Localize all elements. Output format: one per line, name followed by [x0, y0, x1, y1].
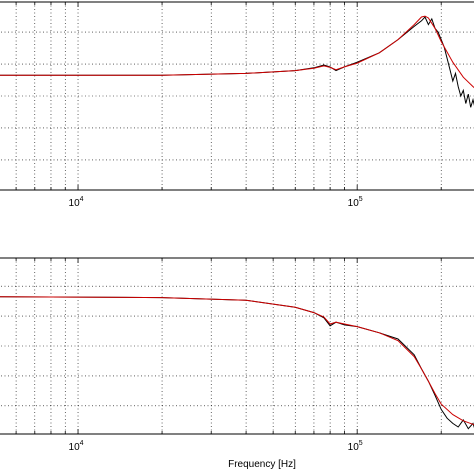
bottom-panel-grid — [0, 258, 474, 434]
fitted-series-line — [0, 15, 474, 89]
top-panel-frame — [0, 1, 474, 191]
x-axis-label: Frequency [Hz] — [228, 459, 296, 470]
x-tick-label: 105 — [348, 440, 363, 453]
top-panel-grid — [0, 2, 474, 190]
x-tick-label: 104 — [69, 440, 84, 453]
bottom-panel-series — [0, 296, 474, 430]
bottom-panel-frame — [0, 257, 474, 435]
top-panel-ticks — [15, 2, 442, 190]
top-panel-x-tick-labels: 104 105 — [69, 196, 363, 209]
top-panel-series — [0, 15, 474, 108]
x-tick-label: 105 — [348, 196, 363, 209]
fitted-series-line — [0, 296, 474, 426]
bottom-panel: 104 105 — [0, 257, 474, 453]
bottom-panel-ticks — [15, 258, 442, 434]
bottom-panel-x-tick-labels: 104 105 — [69, 440, 363, 453]
x-tick-label: 104 — [69, 196, 84, 209]
measured-series-line — [0, 16, 474, 108]
measured-series-line — [0, 296, 474, 430]
top-panel: 104 105 — [0, 1, 474, 209]
